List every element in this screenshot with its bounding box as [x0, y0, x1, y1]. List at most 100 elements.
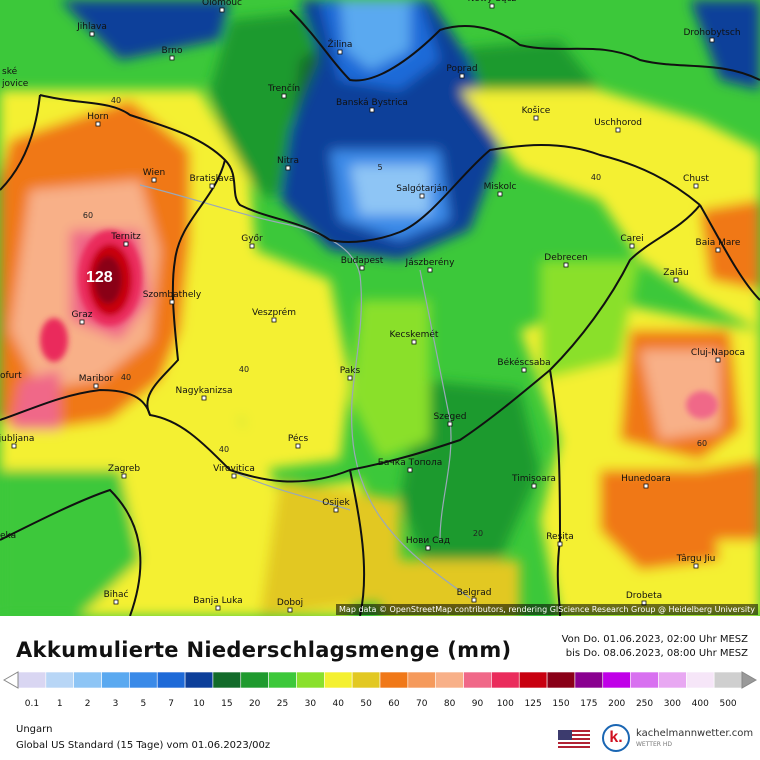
city-marker — [347, 375, 353, 381]
scale-value: 1 — [57, 699, 63, 709]
period-from: Von Do. 01.06.2023, 02:00 Uhr MESZ — [561, 634, 748, 645]
city-marker — [287, 607, 293, 613]
city-marker — [231, 473, 237, 479]
city-label: Belgrad — [457, 588, 492, 598]
scale-color-box — [713, 671, 743, 689]
city-label: Banská Bystrica — [336, 98, 408, 108]
city-marker — [369, 107, 375, 113]
scale-value: 7 — [168, 699, 174, 709]
city-label: Virovitica — [213, 464, 255, 474]
scale-value: 3 — [113, 699, 119, 709]
city-marker — [533, 115, 539, 121]
scale-left-arrow — [2, 671, 19, 689]
color-scale: 0.1 1 2 3 5 7 10 15 20 25 30 40 50 60 70 80 90 100 125 150 1… — [2, 671, 758, 709]
city-label: Zalău — [663, 268, 688, 278]
scale-value: 250 — [636, 699, 653, 709]
city-label: Veszprém — [252, 307, 296, 318]
city-label: Banja Luka — [193, 596, 242, 606]
city-marker — [215, 605, 221, 611]
city-label: Ljubljana — [0, 434, 34, 444]
precipitation-map[interactable]: 40 60 40 40 40 40 60 20 5 ské jovice ofurt eka Olom… — [0, 0, 760, 616]
city-marker — [271, 317, 277, 323]
scale-color-box — [658, 671, 687, 689]
city-label: Békéscsaba — [497, 357, 550, 368]
edge-labels: ské jovice ofurt eka — [0, 66, 29, 541]
city-label: Trenčín — [267, 83, 300, 94]
city-marker — [219, 7, 225, 13]
city-label: Salgótarján — [396, 183, 447, 194]
city-marker — [95, 121, 101, 127]
city-label: Horn — [87, 112, 109, 122]
city-label: Jászberény — [405, 257, 456, 268]
city-label: Chust — [683, 174, 709, 184]
city-label: Nowy Sącz — [468, 0, 517, 4]
city-marker — [673, 277, 679, 283]
city-label: Ternitz — [110, 232, 141, 242]
isoline-value: 5 — [377, 163, 382, 172]
scale-color-box — [351, 671, 381, 689]
scale-color-box — [129, 671, 158, 689]
city-label: Nitra — [277, 156, 299, 166]
map-attribution: Map data © OpenStreetMap contributors, r… — [336, 604, 758, 615]
city-marker — [121, 473, 127, 479]
scale-value: 40 — [333, 699, 345, 709]
scale-color-box — [491, 671, 520, 689]
map-labels-layer: 40 60 40 40 40 40 60 20 5 ské jovice ofurt eka Olom… — [0, 0, 745, 613]
city-marker — [709, 37, 715, 43]
city-label: Graz — [72, 310, 93, 320]
city-label: Jihlava — [76, 22, 107, 32]
scale-color-box — [156, 671, 186, 689]
city-marker — [89, 31, 95, 37]
scale-color-box — [630, 671, 659, 689]
city-label: Drohobytsch — [683, 28, 740, 38]
scale-color-box — [73, 671, 102, 689]
city-marker — [93, 383, 99, 389]
scale-color-box — [324, 671, 353, 689]
city-marker — [531, 483, 537, 489]
city-label: Zagreb — [108, 464, 140, 474]
scale-value: 90 — [472, 699, 484, 709]
city-marker — [295, 443, 301, 449]
city-label: Reșița — [546, 532, 574, 542]
scale-value: 70 — [416, 699, 428, 709]
city-label: Paks — [340, 366, 361, 376]
scale-color-box — [463, 671, 492, 689]
city-label: Нови Сад — [406, 536, 450, 546]
scale-value: 50 — [360, 699, 372, 709]
isoline-labels: 40 60 40 40 40 40 60 20 5 — [83, 96, 707, 538]
city-marker — [79, 319, 85, 325]
scale-value: 20 — [249, 699, 261, 709]
scale-value: 15 — [221, 699, 232, 709]
city-label: Maribor — [79, 374, 114, 384]
brand-subtitle: WETTER HD — [636, 741, 672, 748]
edge-city-label: jovice — [1, 79, 29, 89]
edge-city-label: ské — [2, 66, 18, 77]
city-label: Doboj — [277, 598, 303, 608]
scale-value: 2 — [85, 699, 91, 709]
city-label: Pécs — [288, 433, 309, 444]
map-canvas — [0, 0, 760, 616]
rivers — [139, 184, 471, 599]
city-marker — [281, 93, 287, 99]
city-marker — [563, 262, 569, 268]
isoline-value: 40 — [121, 373, 131, 382]
isoline-value: 20 — [473, 529, 483, 538]
isoline-value: 60 — [697, 439, 707, 448]
brand-k-icon: k. — [602, 724, 630, 752]
isoline-value: 40 — [239, 365, 249, 374]
us-flag-icon[interactable] — [558, 730, 590, 750]
scale-value: 400 — [692, 699, 709, 709]
city-label: Debrecen — [544, 253, 587, 263]
brand-logo[interactable]: k. kachelmannwetter.com WETTER HD — [602, 724, 753, 756]
period-to: bis Do. 08.06.2023, 08:00 Uhr MESZ — [565, 648, 748, 659]
city-marker — [201, 395, 207, 401]
city-label: Osijek — [322, 498, 350, 508]
city-marker — [123, 241, 129, 247]
city-marker — [113, 599, 119, 605]
isoline-value: 40 — [591, 173, 601, 182]
scale-color-box — [184, 671, 214, 689]
scale-color-box — [240, 671, 269, 689]
country-borders — [0, 9, 760, 616]
city-marker — [169, 299, 175, 305]
scale-boxes — [17, 671, 743, 689]
